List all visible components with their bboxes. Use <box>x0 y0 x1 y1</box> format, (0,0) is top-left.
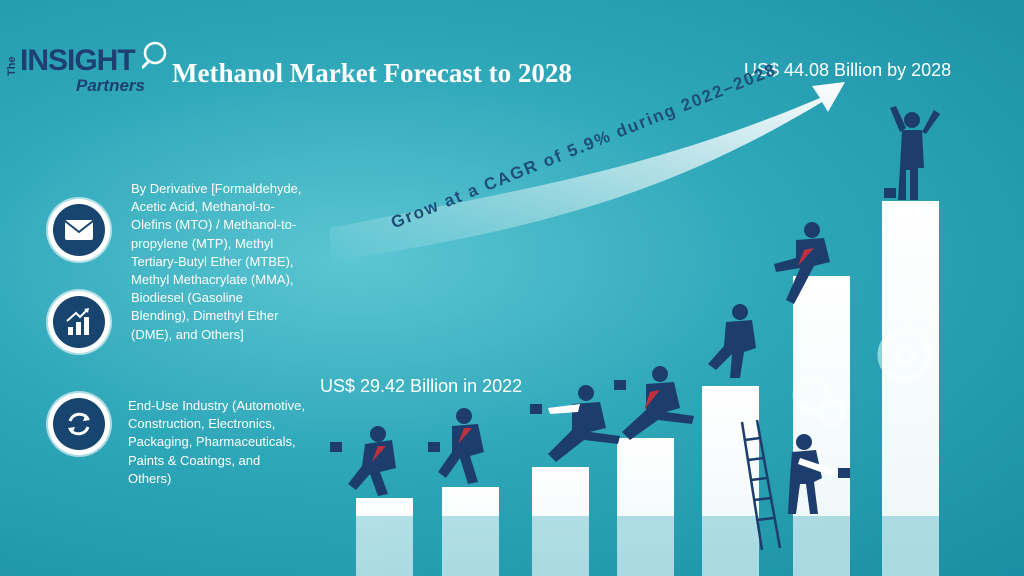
ladder <box>740 419 782 551</box>
page-title: Methanol Market Forecast to 2028 <box>172 58 572 88</box>
growth-chart-icon <box>66 308 89 335</box>
cycle-arrows-icon-badge <box>48 393 110 455</box>
value-2028: US$ 44.08 Billion by 2028 <box>744 60 952 80</box>
cycle-arrows-icon <box>68 412 90 436</box>
segment-end-use-text: End-Use Industry (Automotive, Constructi… <box>128 398 306 486</box>
red-ties <box>372 248 814 462</box>
logo-insight: INSIGHT <box>20 44 136 77</box>
envelope-icon-badge <box>48 199 110 261</box>
growth-chart-icon-badge <box>48 291 110 353</box>
envelope-icon <box>64 220 94 240</box>
logo-the: The <box>6 56 18 76</box>
logo-partners: Partners <box>76 76 145 95</box>
magnifier-icon <box>142 41 167 70</box>
growth-arrow <box>330 82 845 262</box>
value-2022: US$ 29.42 Billion in 2022 <box>320 376 523 396</box>
business-figures <box>330 106 940 514</box>
insight-partners-logo: The INSIGHT Partners <box>6 41 170 100</box>
growth-steps <box>356 201 939 576</box>
segment-derivative-text: By Derivative [Formaldehyde, Acetic Acid… <box>131 181 302 342</box>
